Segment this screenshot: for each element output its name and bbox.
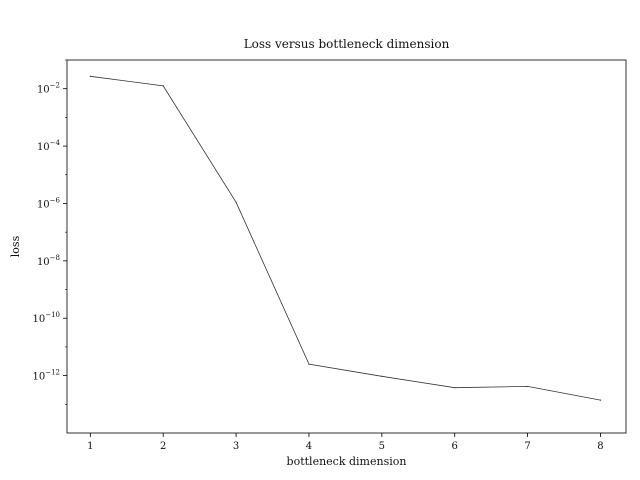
data-point xyxy=(527,385,529,388)
x-tick-label: 7 xyxy=(524,441,530,452)
x-tick-label: 3 xyxy=(233,441,239,452)
x-tick-label: 6 xyxy=(452,441,458,452)
data-point xyxy=(381,375,383,377)
data-point xyxy=(454,387,456,389)
loss-series-line xyxy=(90,75,601,401)
x-axis-ticks: 1 2 3 4 5 6 7 8 xyxy=(87,433,604,452)
y-tick-label: 10−10 xyxy=(32,311,60,325)
x-tick-label: 1 xyxy=(87,441,93,452)
chart-title: Loss versus bottleneck dimension xyxy=(244,37,450,51)
x-tick-label: 2 xyxy=(160,441,166,452)
y-tick-label: 10−12 xyxy=(32,369,60,383)
x-tick-label: 8 xyxy=(597,441,603,452)
data-point xyxy=(162,85,164,87)
y-axis-label: loss xyxy=(9,235,22,257)
y-tick-label: 10−2 xyxy=(37,82,60,96)
y-tick-label: 10−6 xyxy=(37,196,61,210)
y-axis-ticks: 10−2 10−4 10−6 10−8 10−10 10−12 xyxy=(32,59,67,405)
data-point xyxy=(599,399,602,401)
x-tick-label: 4 xyxy=(306,441,312,452)
data-points xyxy=(89,75,602,401)
data-point xyxy=(235,201,237,203)
data-point xyxy=(308,363,310,365)
x-axis-label: bottleneck dimension xyxy=(287,455,407,468)
y-tick-label: 10−4 xyxy=(37,139,61,153)
x-tick-label: 5 xyxy=(379,441,385,452)
y-tick-label: 10−8 xyxy=(37,254,60,268)
data-point xyxy=(89,75,91,77)
plot-area-frame xyxy=(66,59,627,434)
